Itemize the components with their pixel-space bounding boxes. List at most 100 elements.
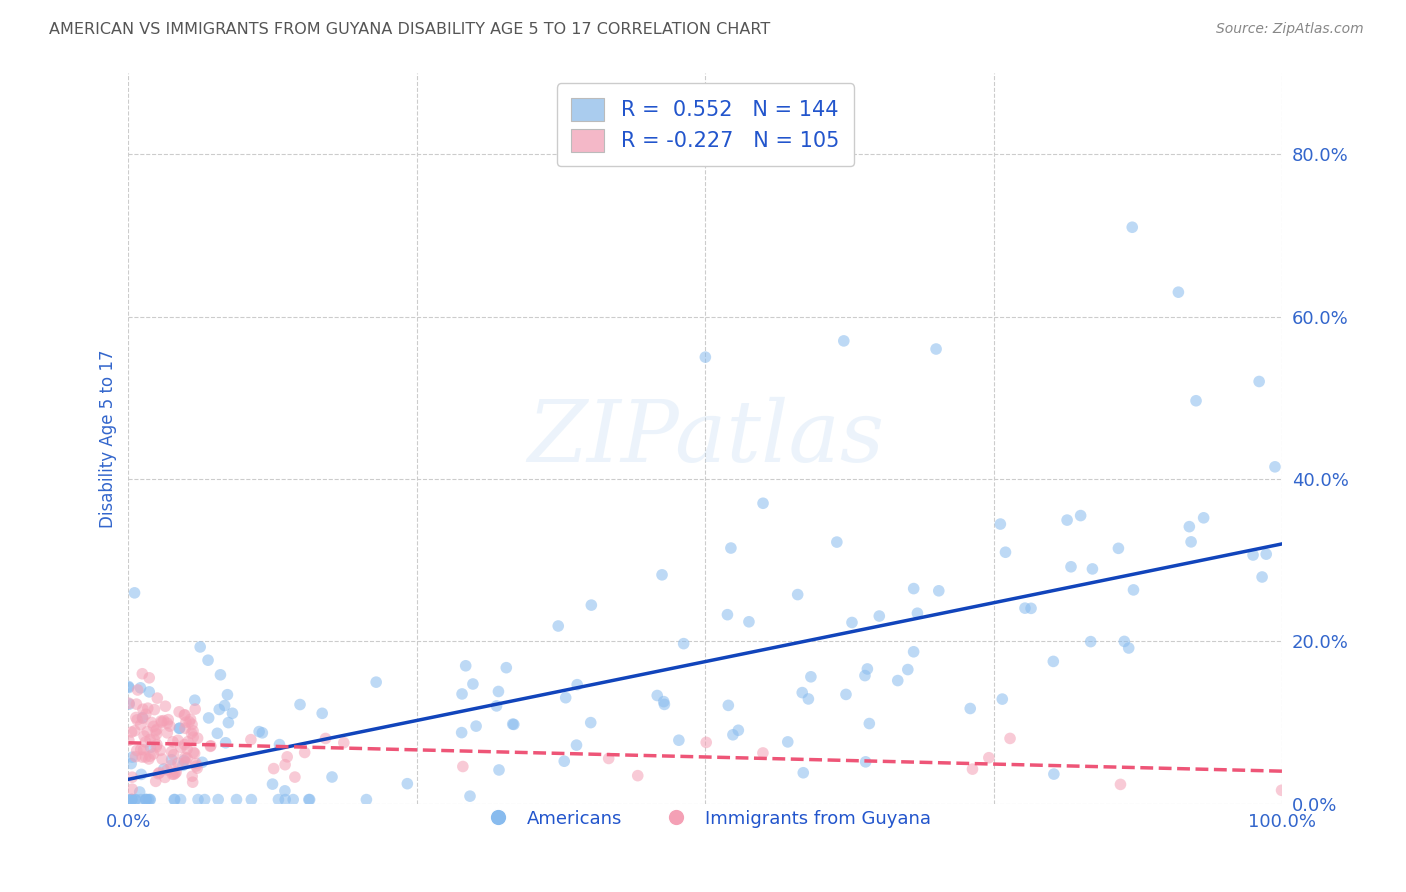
Point	[174, 721, 197, 735]
Point	[131, 711, 153, 725]
Point	[174, 755, 197, 769]
Point	[396, 777, 419, 791]
Point	[148, 765, 170, 780]
Point	[1118, 640, 1140, 655]
Point	[1114, 634, 1136, 648]
Point	[118, 697, 141, 711]
Point	[738, 615, 761, 629]
Point	[187, 792, 209, 806]
Point	[720, 541, 742, 555]
Point	[121, 782, 143, 797]
Point	[485, 698, 508, 713]
Point	[184, 756, 207, 771]
Point	[200, 739, 222, 754]
Point	[214, 736, 236, 750]
Point	[366, 675, 388, 690]
Point	[1180, 534, 1202, 549]
Point	[1014, 601, 1036, 615]
Point	[183, 745, 205, 759]
Point	[651, 567, 673, 582]
Point	[903, 645, 925, 659]
Point	[181, 723, 204, 738]
Point	[174, 707, 197, 722]
Point	[283, 792, 305, 806]
Point	[856, 662, 879, 676]
Point	[131, 711, 153, 725]
Point	[174, 715, 197, 730]
Point	[454, 658, 477, 673]
Point	[146, 738, 169, 752]
Point	[188, 640, 211, 654]
Point	[207, 792, 229, 806]
Point	[672, 637, 695, 651]
Point	[167, 756, 190, 770]
Point	[1264, 459, 1286, 474]
Point	[145, 727, 167, 741]
Point	[797, 692, 820, 706]
Point	[134, 735, 156, 749]
Point	[138, 792, 160, 806]
Point	[148, 766, 170, 780]
Point	[959, 701, 981, 715]
Point	[721, 728, 744, 742]
Point	[159, 719, 181, 733]
Point	[276, 749, 298, 764]
Point	[776, 735, 799, 749]
Point	[239, 732, 262, 747]
Point	[150, 714, 173, 728]
Point	[169, 721, 191, 735]
Point	[247, 724, 270, 739]
Point	[142, 719, 165, 733]
Point	[145, 723, 167, 738]
Point	[488, 684, 510, 698]
Point	[142, 747, 165, 761]
Point	[138, 685, 160, 699]
Point	[598, 751, 620, 765]
Point	[451, 687, 474, 701]
Point	[138, 671, 160, 685]
Point	[1060, 559, 1083, 574]
Point	[197, 653, 219, 667]
Point	[121, 750, 143, 764]
Point	[853, 668, 876, 682]
Point	[269, 738, 291, 752]
Point	[176, 742, 198, 756]
Point	[120, 756, 142, 771]
Point	[156, 726, 179, 740]
Point	[925, 342, 948, 356]
Text: AMERICAN VS IMMIGRANTS FROM GUYANA DISABILITY AGE 5 TO 17 CORRELATION CHART: AMERICAN VS IMMIGRANTS FROM GUYANA DISAB…	[49, 22, 770, 37]
Point	[179, 714, 201, 729]
Point	[988, 517, 1011, 532]
Point	[274, 792, 297, 806]
Point	[183, 747, 205, 761]
Point	[298, 792, 321, 806]
Point	[131, 750, 153, 764]
Point	[160, 745, 183, 759]
Point	[858, 716, 880, 731]
Point	[752, 496, 775, 510]
Point	[547, 619, 569, 633]
Point	[135, 707, 157, 722]
Point	[138, 752, 160, 766]
Point	[181, 717, 204, 731]
Point	[825, 535, 848, 549]
Point	[129, 681, 152, 695]
Point	[124, 792, 146, 806]
Point	[695, 735, 717, 749]
Point	[495, 661, 517, 675]
Point	[118, 792, 141, 806]
Point	[1241, 548, 1264, 562]
Point	[124, 586, 146, 600]
Point	[903, 582, 925, 596]
Point	[129, 717, 152, 731]
Point	[162, 735, 184, 749]
Point	[928, 583, 950, 598]
Point	[579, 715, 602, 730]
Point	[356, 792, 378, 806]
Point	[841, 615, 863, 630]
Point	[217, 688, 239, 702]
Point	[121, 792, 143, 806]
Point	[488, 763, 510, 777]
Point	[181, 775, 204, 789]
Point	[180, 712, 202, 726]
